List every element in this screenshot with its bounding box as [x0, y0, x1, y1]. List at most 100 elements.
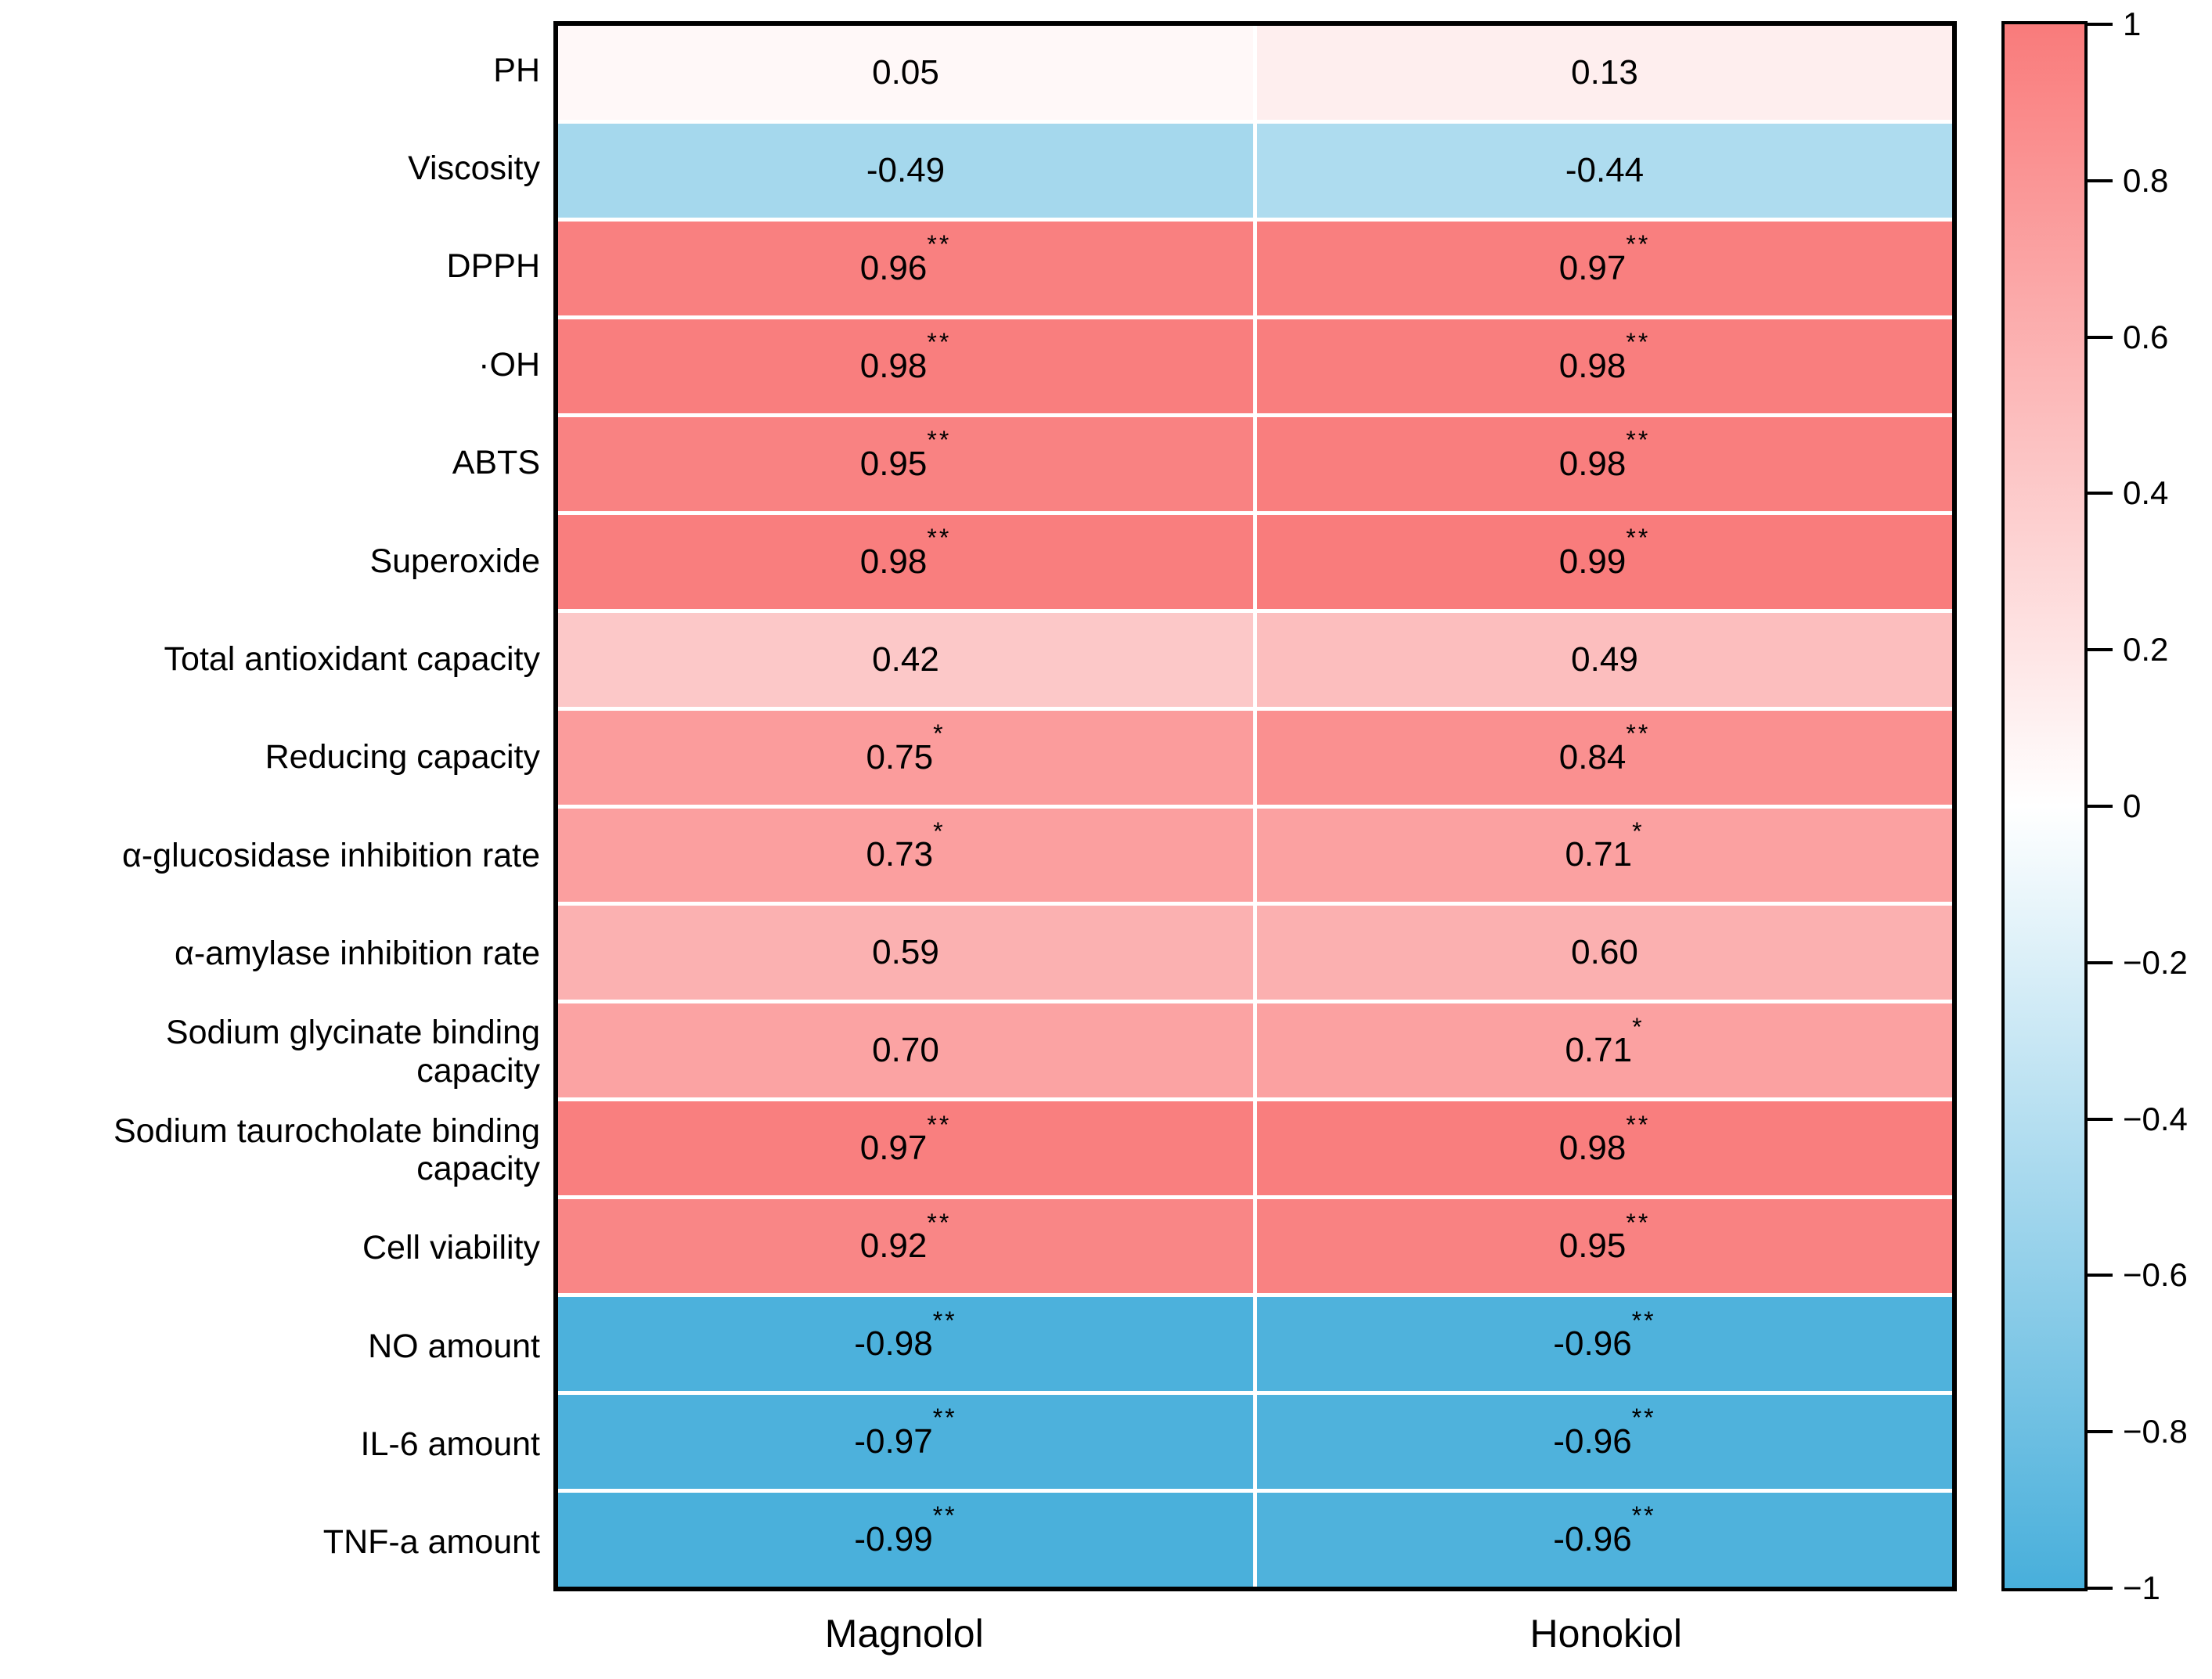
heatmap-cell: 0.96** — [558, 221, 1253, 315]
correlation-value: 0.95 — [1558, 1227, 1627, 1266]
significance-stars: ** — [927, 1208, 952, 1237]
heatmap-cell: -0.96** — [1257, 1297, 1952, 1392]
heatmap-cell: 0.60 — [1257, 906, 1952, 1000]
correlation-value: 0.95 — [859, 444, 928, 483]
heatmap-cell: 0.98** — [1257, 319, 1952, 413]
colorbar-tick-mark — [2084, 960, 2113, 964]
correlation-value: -0.97 — [854, 1422, 933, 1461]
significance-stars: ** — [1631, 1403, 1656, 1432]
colorbar-tick-mark — [2084, 23, 2113, 26]
heatmap-cell: 0.49 — [1257, 612, 1952, 707]
significance-stars: ** — [1626, 719, 1651, 748]
heatmap-cell: 0.98** — [1257, 416, 1952, 511]
heatmap-cell: 0.05 — [558, 26, 1253, 120]
heatmap-cell: 0.71* — [1257, 1003, 1952, 1098]
heatmap-cell: 0.99** — [1257, 514, 1952, 609]
significance-stars: ** — [927, 1110, 952, 1139]
colorbar-tick-label: 0.2 — [2123, 631, 2169, 668]
significance-stars: * — [1632, 816, 1645, 845]
colorbar-tick-mark — [2084, 1430, 2113, 1434]
correlation-value: 0.98 — [859, 542, 928, 581]
colorbar-tick-label: 0 — [2123, 787, 2142, 824]
correlation-value: -0.44 — [1565, 150, 1645, 189]
row-label: Sodium glycinate binding capacity — [165, 1014, 540, 1090]
significance-stars: ** — [932, 1403, 957, 1432]
heatmap-cell: 0.97** — [558, 1101, 1253, 1196]
significance-stars: ** — [927, 328, 952, 357]
heatmap-cell: 0.97** — [1257, 221, 1952, 315]
heatmap-cell: 0.73* — [558, 808, 1253, 903]
correlation-value: 0.92 — [859, 1227, 928, 1266]
correlation-value: -0.99 — [854, 1520, 933, 1559]
row-label: Superoxide — [369, 542, 540, 580]
heatmap-grid: 0.05 0.13 -0.49 -0.44 0.96** 0.97** 0.98** 0.98… — [553, 21, 1957, 1591]
colorbar-tick-label: −0.2 — [2123, 943, 2188, 981]
heatmap-cell: 0.13 — [1257, 26, 1952, 120]
heatmap-cell: -0.99** — [558, 1493, 1253, 1587]
significance-stars: ** — [1626, 1208, 1651, 1237]
heatmap-cell: 0.98** — [558, 319, 1253, 413]
heatmap-cell: 0.71* — [1257, 808, 1952, 903]
correlation-value: 0.97 — [859, 1129, 928, 1168]
colorbar-tick-mark — [2084, 492, 2113, 495]
colorbar-tick-label: 0.4 — [2123, 474, 2169, 512]
heatmap-cell: 0.95** — [1257, 1199, 1952, 1294]
correlation-value: 0.70 — [872, 1031, 939, 1070]
correlation-value: 0.49 — [1571, 640, 1638, 679]
significance-stars: * — [1632, 1012, 1645, 1041]
colorbar-tick-mark — [2084, 805, 2113, 808]
significance-stars: ** — [1626, 230, 1651, 259]
row-label: ABTS — [452, 444, 540, 482]
row-label: IL-6 amount — [360, 1425, 540, 1463]
colorbar-tick-label: −1 — [2123, 1569, 2160, 1606]
row-label: Reducing capacity — [265, 738, 540, 776]
row-label: α-glucosidase inhibition rate — [122, 836, 540, 874]
significance-stars: * — [933, 719, 946, 748]
heatmap-cell: -0.49 — [558, 123, 1253, 218]
colorbar-tick-mark — [2084, 1117, 2113, 1121]
correlation-value: -0.96 — [1553, 1520, 1632, 1559]
significance-stars: * — [933, 816, 946, 845]
heatmap-cell: 0.42 — [558, 612, 1253, 707]
colorbar-gradient — [2001, 21, 2088, 1591]
correlation-value: 0.96 — [859, 248, 928, 287]
significance-stars: ** — [927, 230, 952, 259]
heatmap-cell: 0.84** — [1257, 710, 1952, 805]
significance-stars: ** — [1626, 1110, 1651, 1139]
column-label: Magnolol — [824, 1612, 984, 1656]
correlation-value: 0.71 — [1565, 1031, 1633, 1070]
correlation-value: 0.99 — [1558, 542, 1627, 581]
colorbar-tick-mark — [2084, 648, 2113, 652]
heatmap-cell: -0.98** — [558, 1297, 1253, 1392]
colorbar-tick-label: 1 — [2123, 5, 2142, 42]
correlation-value: 0.60 — [1571, 933, 1638, 972]
row-label: Sodium taurocholate binding capacity — [113, 1112, 540, 1187]
significance-stars: ** — [1626, 328, 1651, 357]
correlation-value: 0.75 — [866, 737, 934, 776]
correlation-value: 0.97 — [1558, 248, 1627, 287]
heatmap-cell: -0.96** — [1257, 1395, 1952, 1490]
correlation-value: 0.98 — [1558, 346, 1627, 385]
colorbar-tick-label: 0.8 — [2123, 161, 2169, 199]
colorbar-tick-label: −0.6 — [2123, 1256, 2188, 1294]
row-label: PH — [493, 51, 540, 89]
correlation-value: 0.98 — [859, 346, 928, 385]
correlation-value: -0.98 — [854, 1324, 933, 1364]
colorbar-tick-mark — [2084, 1274, 2113, 1277]
colorbar-tick-mark — [2084, 335, 2113, 339]
correlation-value: -0.96 — [1553, 1324, 1632, 1364]
heatmap-cell: -0.96** — [1257, 1493, 1952, 1587]
row-label: NO amount — [368, 1327, 540, 1365]
correlation-value: 0.73 — [866, 835, 934, 874]
colorbar-tick-mark — [2084, 1587, 2113, 1590]
significance-stars: ** — [1631, 1306, 1656, 1335]
correlation-value: 0.05 — [872, 52, 939, 92]
correlation-value: 0.42 — [872, 640, 939, 679]
row-label: TNF-a amount — [322, 1523, 540, 1562]
heatmap-cell: 0.95** — [558, 416, 1253, 511]
heatmap-cell: -0.44 — [1257, 123, 1952, 218]
heatmap-cell: 0.75* — [558, 710, 1253, 805]
correlation-value: -0.96 — [1553, 1422, 1632, 1461]
correlation-value: -0.49 — [866, 150, 946, 189]
significance-stars: ** — [1626, 524, 1651, 552]
